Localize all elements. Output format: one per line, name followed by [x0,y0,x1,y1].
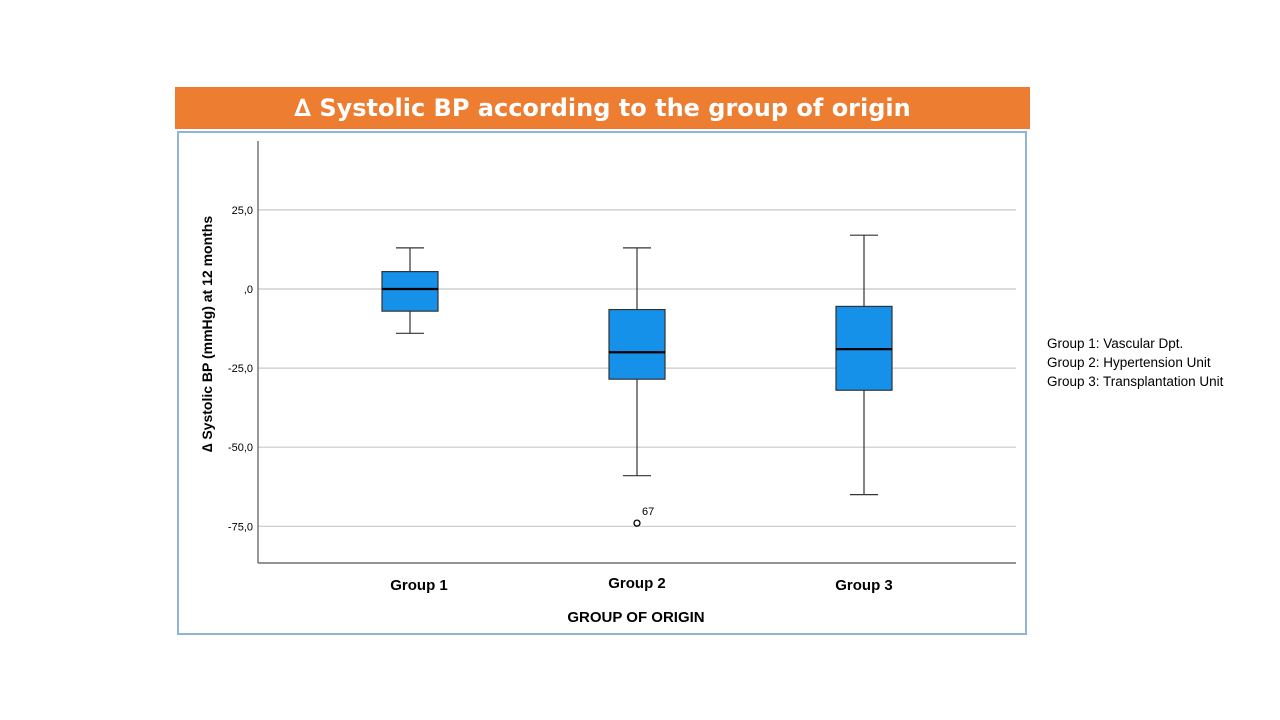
delta-symbol: ∆ [294,94,311,122]
x-axis-title: GROUP OF ORIGIN [567,609,704,626]
y-tick-label: ,0 [244,284,253,296]
chart-title: ∆ Systolic BP according to the group of … [175,87,1030,129]
legend-item-group-2: Group 2: Hypertension Unit [1047,355,1211,370]
outlier-label: 67 [642,506,654,518]
x-tick-label: Group 1 [390,577,448,594]
y-tick-label: -50,0 [228,442,253,454]
box-group-2 [608,308,666,380]
legend-item-group-1: Group 1: Vascular Dpt. [1047,336,1184,351]
box-group-1 [381,270,439,312]
legend-item-group-3: Group 3: Transplantation Unit [1047,374,1224,389]
x-tick-label: Group 2 [608,575,666,592]
y-tick-label: -25,0 [228,363,253,375]
outlier-point [633,519,641,527]
chart-title-text: Systolic BP according to the group of or… [319,94,911,122]
y-tick-label: -75,0 [228,521,253,533]
group-legend: Group 1: Vascular Dpt. Group 2: Hyperten… [1047,334,1223,391]
y-tick-label: 25,0 [232,205,253,217]
y-axis-title: ∆ Systolic BP (mmHg) at 12 months [199,216,215,452]
x-tick-label: Group 3 [835,577,893,594]
